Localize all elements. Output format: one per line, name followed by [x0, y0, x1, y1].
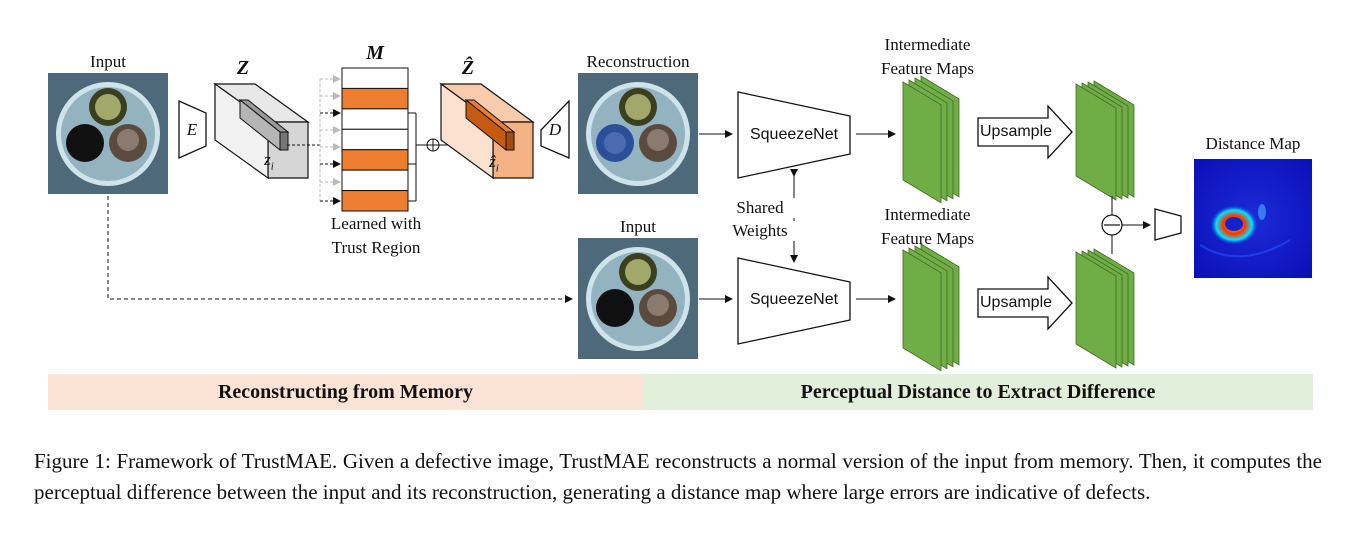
band-left-title: Reconstructing from Memory [217, 380, 474, 403]
input-image-top [48, 73, 168, 194]
memory-slot [341, 149, 409, 171]
distance-map-label: Distance Map [1205, 134, 1301, 153]
learned-line1: Learned with [330, 214, 422, 233]
upsample-top-label: Upsample [980, 123, 1053, 140]
input-image-bottom [578, 238, 698, 359]
intermediate-top-line1: Intermediate [884, 35, 971, 54]
memory-slot [341, 169, 409, 192]
learned-line2: Trust Region [331, 238, 421, 257]
m-label: M [366, 42, 384, 64]
squeezenet-top-label: SqueezeNet [749, 126, 839, 143]
decoder-block [540, 99, 570, 159]
upsample-bottom-label: Upsample [980, 294, 1053, 311]
shared-line1: Shared [724, 198, 796, 218]
band-right-title: Perceptual Distance to Extract Differenc… [800, 380, 1156, 403]
upsampled-feature-maps-top [1075, 80, 1135, 201]
upsampled-feature-maps-bottom [1075, 248, 1135, 369]
figure-caption: Figure 1: Framework of TrustMAE. Given a… [34, 449, 1322, 504]
upsample-bottom-arrow [977, 275, 1073, 331]
feature-map-layer [902, 249, 942, 372]
input-bottom-label: Input [620, 217, 656, 236]
encoder-block [178, 99, 207, 160]
feature-map-layer [902, 81, 942, 204]
shared-line2: Weights [724, 221, 796, 241]
z-hat-label: Ẑ [461, 57, 475, 79]
upsample-top-arrow [977, 104, 1073, 160]
input-top-label: Input [90, 52, 126, 71]
feature-maps-top [902, 75, 960, 204]
distance-head-block [1154, 208, 1182, 241]
z-hat-i-label: ẑi [489, 152, 499, 175]
intermediate-bottom-line2: Feature Maps [880, 229, 974, 248]
feature-map-layer [1075, 251, 1117, 369]
memory-slot [341, 67, 409, 89]
memory-slot [341, 87, 409, 110]
memory-slot [341, 108, 409, 130]
z-hat-cube [439, 82, 535, 180]
reconstruction-image [578, 73, 698, 194]
squeezenet-bottom-block [737, 257, 851, 345]
intermediate-bottom-line1: Intermediate [884, 205, 971, 224]
intermediate-top-line2: Feature Maps [880, 59, 974, 78]
z-i-label: zi [264, 150, 274, 173]
z-cube [213, 82, 310, 180]
decoder-label: D [548, 120, 562, 139]
squeezenet-top-block [737, 91, 851, 179]
memory-bank [341, 67, 409, 212]
feature-maps-bottom [902, 243, 960, 372]
reconstruction-label: Reconstruction [586, 52, 690, 71]
memory-slot [341, 190, 409, 212]
squeezenet-bottom-label: SqueezeNet [749, 291, 839, 308]
distance-map-image [1194, 159, 1312, 278]
z-label: Z [236, 57, 250, 79]
encoder-label: E [186, 120, 198, 139]
feature-map-layer [1075, 83, 1117, 201]
memory-slot [341, 128, 409, 151]
